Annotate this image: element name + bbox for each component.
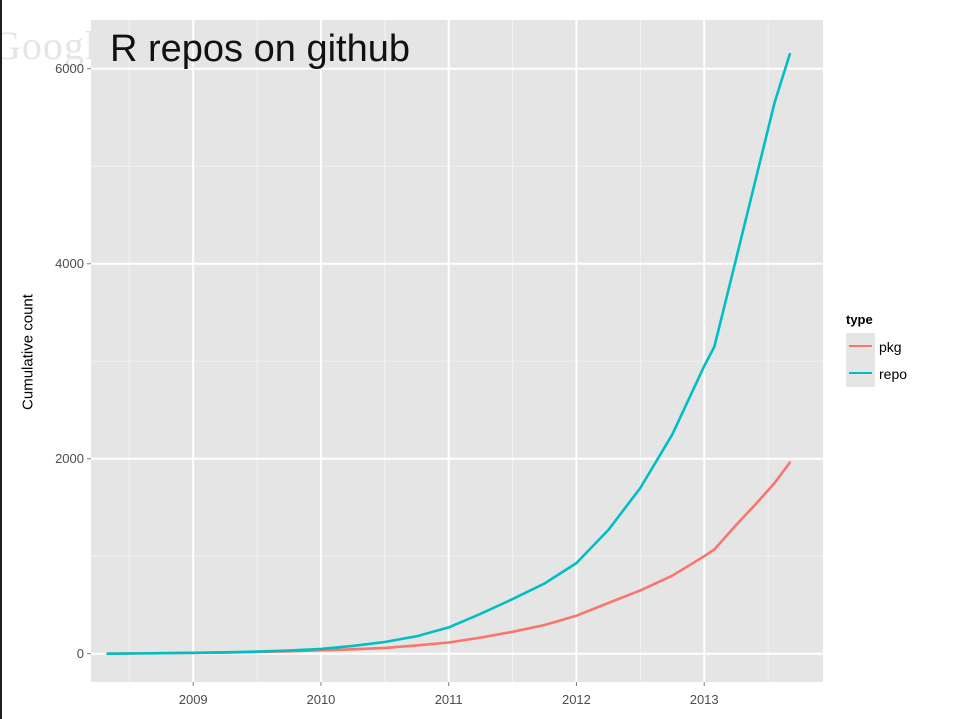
legend-item-pkg: pkg (846, 333, 926, 360)
x-tick-label: 2010 (306, 692, 335, 707)
y-tick-label: 6000 (55, 61, 84, 76)
plot-panel (91, 20, 823, 682)
x-tick-label: 2013 (690, 692, 719, 707)
series-line-repo (106, 52, 792, 656)
x-tick-label: 2011 (435, 692, 463, 707)
y-tick-label: 2000 (55, 451, 84, 466)
chart-title: R repos on github (110, 28, 410, 70)
y-axis-label: Cumulative count (19, 294, 37, 410)
legend-label-repo: repo (879, 365, 908, 382)
legend-key-pkg (846, 333, 875, 360)
x-axis: 2009 2010 2011 2012 2013 (179, 682, 719, 707)
series-lines (106, 52, 792, 656)
legend: type pkg repo (846, 312, 926, 387)
y-tick-label: 0 (77, 646, 84, 661)
legend-swatch-pkg (849, 345, 872, 347)
x-tick-label: 2009 (179, 692, 208, 707)
legend-swatch-repo (849, 372, 872, 374)
x-tick-label: 2012 (562, 692, 591, 707)
y-tick-label: 4000 (55, 256, 84, 271)
legend-key-repo (846, 360, 875, 387)
left-edge-border (0, 0, 2, 719)
legend-label-pkg: pkg (879, 338, 902, 355)
legend-item-repo: repo (846, 360, 926, 387)
legend-title: type (846, 312, 873, 327)
y-axis: 0 2000 4000 6000 (55, 61, 91, 661)
